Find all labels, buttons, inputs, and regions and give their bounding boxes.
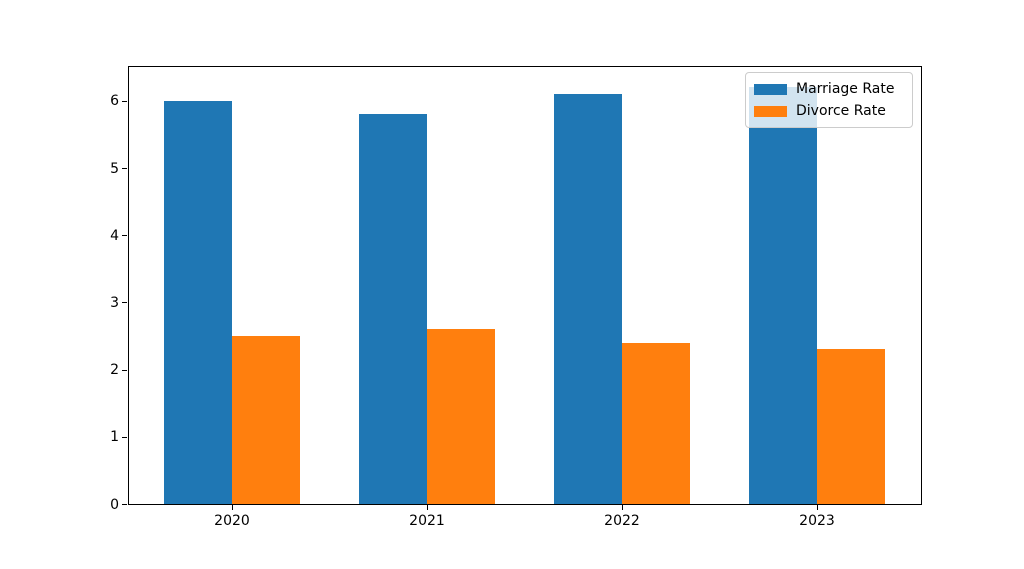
x-tick-mark <box>427 505 428 510</box>
bar-marriage-rate-2022 <box>554 94 622 504</box>
legend-swatch-icon <box>754 105 787 117</box>
y-tick-label: 6 <box>110 93 119 110</box>
legend-label: Marriage Rate <box>796 81 895 97</box>
bar-divorce-rate-2021 <box>427 329 495 504</box>
legend-item-divorce-rate: Divorce Rate <box>754 100 904 122</box>
y-tick-mark <box>122 436 127 438</box>
x-tick-mark <box>232 505 233 510</box>
y-tick-label: 4 <box>110 227 119 244</box>
y-tick-mark <box>122 504 127 505</box>
bar-divorce-rate-2023 <box>817 349 885 504</box>
y-tick-mark <box>122 100 127 102</box>
legend: Marriage Rate Divorce Rate <box>745 72 913 128</box>
y-tick-mark <box>122 235 127 237</box>
legend-label: Divorce Rate <box>796 103 886 119</box>
y-tick-mark <box>122 168 127 169</box>
y-tick-mark <box>122 302 127 304</box>
y-tick-label: 2 <box>110 362 119 379</box>
legend-swatch-icon <box>754 83 787 95</box>
plot-area: 0 1 2 3 4 5 6 2020 2021 2022 2023 <box>110 66 922 529</box>
x-tick-label-2020: 2020 <box>214 513 250 529</box>
x-tick-label-2023: 2023 <box>799 513 835 529</box>
y-tick-label: 3 <box>110 294 119 311</box>
x-tick-label-2021: 2021 <box>409 513 445 529</box>
x-tick-mark <box>622 505 623 510</box>
bar-marriage-rate-2021 <box>359 114 427 504</box>
y-tick-label: 5 <box>110 160 119 177</box>
y-tick-label: 0 <box>110 496 119 513</box>
bar-divorce-rate-2022 <box>622 343 690 504</box>
x-tick-mark <box>817 505 818 510</box>
bar-marriage-rate-2023 <box>749 87 817 504</box>
bar-divorce-rate-2020 <box>232 336 300 504</box>
y-tick-label: 1 <box>110 429 119 446</box>
x-tick-label-2022: 2022 <box>604 513 640 529</box>
legend-item-marriage-rate: Marriage Rate <box>754 78 904 100</box>
bar-marriage-rate-2020 <box>164 101 232 504</box>
y-tick-mark <box>122 369 127 371</box>
